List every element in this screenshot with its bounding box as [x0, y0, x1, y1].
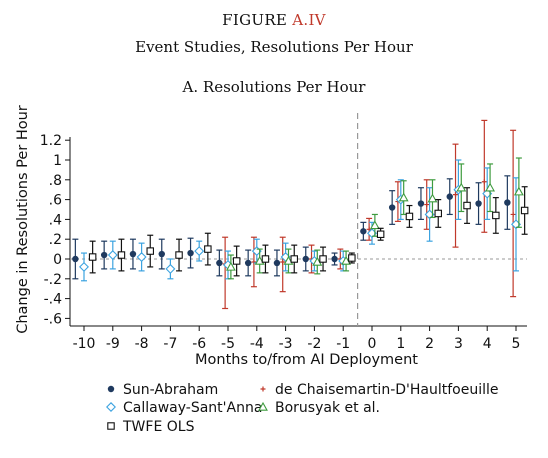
twfe-ols-point	[376, 230, 385, 239]
x-axis-label: Months to/from AI Deployment	[195, 352, 418, 368]
x-tick-label: -4	[250, 336, 264, 352]
callaway-sant-anna-point	[79, 261, 89, 272]
legend-callaway-sant-anna-marker	[106, 402, 116, 412]
de-chaisemartin-d-haultfoeuille-point	[251, 259, 257, 265]
sun-abraham-point	[417, 200, 425, 207]
legend-borusyak-et-al-marker	[258, 401, 268, 411]
x-tick-label: -5	[221, 336, 235, 352]
de-chaisemartin-d-haultfoeuille-point	[453, 192, 459, 198]
twfe-ols-point	[261, 255, 270, 263]
sun-abraham-point	[446, 193, 453, 200]
de-chaisemartin-d-haultfoeuille-point	[424, 202, 430, 208]
sun-abraham-point	[244, 259, 252, 267]
de-chaisemartin-d-haultfoeuille-point	[510, 211, 516, 217]
sun-abraham-point	[302, 255, 309, 263]
legend-de-chaisemartin-d-haultfoeuille-marker	[260, 386, 266, 392]
y-tick-label: .8	[49, 173, 62, 189]
x-tick-label: -10	[73, 336, 96, 352]
twfe-ols-point	[204, 245, 212, 253]
sun-abraham-point	[129, 250, 137, 258]
twfe-ols-point	[232, 257, 241, 265]
y-tick-label: .2	[49, 232, 62, 248]
twfe-ols-point	[175, 251, 183, 259]
sun-abraham-point	[72, 255, 79, 263]
sun-abraham-point	[187, 249, 194, 257]
twfe-ols-point	[88, 253, 97, 261]
y-tick-label: -.4	[44, 292, 63, 308]
x-tick-label: -9	[106, 336, 120, 352]
figure-label: FIGURE A.IV	[0, 11, 548, 29]
x-tick-label: 4	[483, 336, 492, 352]
borusyak-et-al-point	[312, 256, 323, 266]
twfe-ols-point	[117, 251, 126, 259]
legend-sun-abraham-label: Sun-Abraham	[123, 382, 218, 398]
figure-title: Event Studies, Resolutions Per Hour	[135, 38, 413, 56]
x-tick-label: 3	[454, 336, 463, 352]
y-tick-label: -.2	[44, 272, 62, 288]
borusyak-et-al-point	[283, 255, 294, 265]
borusyak-et-al-point	[513, 186, 524, 196]
sun-abraham-point	[475, 200, 482, 207]
twfe-ols-point	[463, 201, 471, 210]
y-tick-label: -.6	[44, 311, 63, 327]
de-chaisemartin-d-haultfoeuille-point	[280, 259, 286, 265]
figure-prefix: FIGURE	[222, 11, 293, 29]
legend-borusyak-et-al-label: Borusyak et al.	[275, 400, 380, 416]
legend-twfe-ols-label: TWFE OLS	[122, 419, 195, 435]
x-tick-label: 5	[512, 336, 521, 352]
y-tick-label: .6	[49, 193, 62, 209]
y-tick-label: 1	[53, 153, 62, 169]
x-tick-label: -1	[336, 336, 350, 352]
figure-id: A.IV	[292, 11, 326, 29]
legend-de-chaisemartin-d-haultfoeuille-label: de Chaisemartin-D'Haultfoeuille	[275, 382, 499, 398]
x-tick-label: -6	[192, 336, 206, 352]
borusyak-et-al-point	[225, 261, 236, 271]
sun-abraham-point	[216, 259, 223, 267]
callaway-sant-anna-point	[165, 263, 176, 274]
legend-sun-abraham-marker	[107, 385, 115, 393]
borusyak-et-al-point	[456, 182, 467, 192]
callaway-sant-anna-point	[136, 252, 147, 262]
twfe-ols-point	[405, 212, 414, 221]
x-tick-label: -7	[163, 336, 177, 352]
sun-abraham-point	[100, 251, 108, 259]
y-tick-label: 0	[53, 252, 62, 268]
x-tick-label: -8	[135, 336, 149, 352]
twfe-ols-point	[290, 255, 298, 263]
borusyak-et-al-point	[427, 193, 438, 203]
twfe-ols-point	[492, 211, 500, 220]
x-tick-label: 2	[425, 336, 434, 352]
y-tick-label: .4	[49, 212, 62, 228]
borusyak-et-al-point	[341, 255, 352, 265]
de-chaisemartin-d-haultfoeuille-point	[366, 226, 372, 232]
callaway-sant-anna-point	[194, 246, 205, 257]
x-tick-label: 1	[396, 336, 405, 352]
legend-twfe-ols-marker	[107, 422, 115, 430]
legend-callaway-sant-anna-label: Callaway-Sant'Anna	[123, 400, 262, 416]
callaway-sant-anna-point	[107, 250, 118, 261]
twfe-ols-point	[434, 209, 442, 218]
sun-abraham-point	[504, 199, 511, 206]
sun-abraham-point	[360, 228, 367, 235]
borusyak-et-al-point	[485, 182, 496, 192]
borusyak-et-al-point	[398, 192, 409, 202]
twfe-ols-point	[348, 254, 356, 262]
twfe-ols-point	[146, 247, 154, 255]
sun-abraham-point	[388, 204, 396, 211]
panel-title: A. Resolutions Per Hour	[182, 78, 366, 96]
y-axis-label: Change in Resolutions Per Hour	[15, 105, 31, 334]
x-tick-label: -3	[279, 336, 293, 352]
twfe-ols-point	[520, 206, 529, 215]
sun-abraham-point	[273, 259, 281, 267]
borusyak-et-al-point	[369, 220, 380, 230]
borusyak-et-al-point	[254, 255, 265, 265]
de-chaisemartin-d-haultfoeuille-point	[481, 179, 487, 185]
sun-abraham-point	[331, 255, 338, 263]
x-tick-label: 0	[368, 336, 377, 352]
y-tick-label: 1.2	[40, 133, 62, 149]
twfe-ols-point	[319, 255, 327, 263]
sun-abraham-point	[158, 250, 165, 258]
x-tick-label: -2	[307, 336, 321, 352]
